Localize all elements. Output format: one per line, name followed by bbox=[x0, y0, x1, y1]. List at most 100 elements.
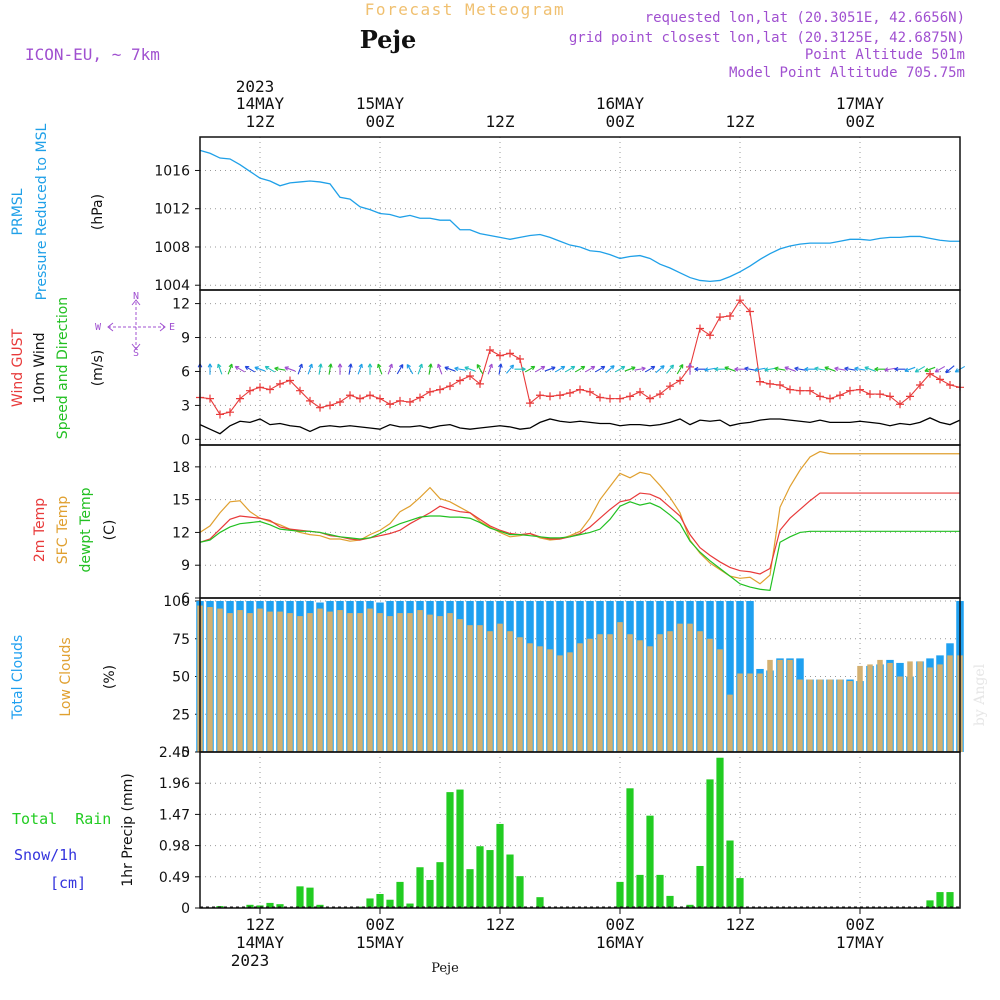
low-cloud-bar bbox=[667, 631, 673, 752]
low-cloud-bar bbox=[607, 634, 613, 752]
ytick-label: 1008 bbox=[154, 240, 190, 256]
ytick-label: 100 bbox=[163, 594, 190, 610]
snow-label: Snow/1h bbox=[14, 846, 77, 864]
wind-arrow bbox=[914, 365, 926, 373]
panel-wind: 0 3 6 9 12 bbox=[172, 289, 966, 448]
clouds-unit: (%) bbox=[102, 665, 118, 689]
gust-point bbox=[736, 296, 744, 305]
gust-point bbox=[306, 396, 314, 405]
low-cloud-bar bbox=[797, 679, 803, 752]
low-cloud-bar bbox=[897, 676, 903, 752]
low-cloud-bar bbox=[317, 608, 323, 752]
ytick-label: 0 bbox=[181, 745, 190, 761]
rain-bar bbox=[396, 881, 404, 908]
bottom-time-label: 12Z bbox=[486, 915, 515, 934]
ytick-label: 9 bbox=[181, 331, 190, 347]
wind-arrow bbox=[694, 366, 706, 372]
top-date-label: 17MAY bbox=[836, 94, 885, 113]
low-cloud-bar bbox=[647, 646, 653, 752]
low-cloud-bar bbox=[247, 613, 253, 752]
wind-arrow bbox=[367, 363, 373, 375]
gust-point bbox=[896, 400, 904, 409]
temp-dewpt-label: dewpt Temp bbox=[78, 487, 94, 572]
low-cloud-bar bbox=[287, 613, 293, 752]
gust-point bbox=[656, 390, 664, 399]
panel-frame bbox=[199, 136, 961, 291]
bottom-date-label: 17MAY bbox=[836, 933, 885, 952]
gust-point bbox=[876, 390, 884, 399]
rain-bar bbox=[416, 867, 424, 908]
low-cloud-bar bbox=[807, 679, 813, 752]
gust-point bbox=[556, 391, 564, 400]
gust-point bbox=[216, 410, 224, 419]
ytick-label: 15 bbox=[172, 493, 190, 509]
gust-point bbox=[596, 393, 604, 402]
rain-bar bbox=[486, 850, 494, 908]
gust-point bbox=[236, 394, 244, 403]
gust-point bbox=[666, 382, 674, 391]
rain-bar bbox=[636, 874, 644, 908]
low-cloud-bar bbox=[307, 613, 313, 752]
rain-bar bbox=[406, 903, 414, 908]
rain-bar bbox=[626, 788, 634, 908]
ytick-label: 3 bbox=[181, 398, 190, 414]
footer-location: Peje bbox=[431, 961, 459, 976]
low-cloud-bar bbox=[877, 659, 883, 752]
gust-point bbox=[256, 383, 264, 392]
wind-arrow bbox=[655, 365, 665, 374]
gust-label: Wind GUST bbox=[10, 328, 26, 407]
low-cloud-bar bbox=[337, 610, 343, 752]
gust-point bbox=[386, 400, 394, 409]
wind-arrow bbox=[284, 366, 296, 372]
panel-pressure: 1004 1008 1012 1016 bbox=[154, 136, 961, 294]
bottom-date-label: 14MAY bbox=[236, 933, 285, 952]
requested-coords: requested lon,lat (20.3051E, 42.6656N) bbox=[645, 10, 965, 26]
low-cloud-bar bbox=[707, 638, 713, 752]
gust-point bbox=[456, 376, 464, 385]
low-cloud-bar bbox=[727, 694, 733, 752]
low-cloud-bar bbox=[777, 659, 783, 752]
gust-point bbox=[816, 392, 824, 401]
gust-point bbox=[946, 381, 954, 390]
low-cloud-bar bbox=[277, 611, 283, 752]
wind-arrow bbox=[945, 365, 955, 374]
low-cloud-bar bbox=[787, 659, 793, 752]
low-cloud-bar bbox=[867, 664, 873, 752]
ytick-label: 9 bbox=[181, 558, 190, 574]
ytick-label: 50 bbox=[172, 670, 190, 686]
wind-arrow bbox=[254, 366, 266, 372]
compass-e: E bbox=[169, 322, 175, 333]
gust-point bbox=[476, 379, 484, 388]
low-cloud-bar bbox=[887, 662, 893, 752]
rain-bar bbox=[426, 879, 434, 908]
gust-point bbox=[526, 399, 534, 408]
gust-point bbox=[366, 391, 374, 400]
gust-point bbox=[676, 376, 684, 385]
ytick-label: 12 bbox=[172, 525, 190, 541]
gust-point bbox=[226, 408, 234, 417]
low-cloud-bar bbox=[547, 649, 553, 752]
low-cloud-bar bbox=[637, 640, 643, 752]
low-cloud-bar bbox=[577, 643, 583, 752]
gust-point bbox=[636, 387, 644, 396]
low-cloud-bar bbox=[227, 613, 233, 752]
gust-point bbox=[286, 376, 294, 385]
low-cloud-bar bbox=[367, 608, 373, 752]
low-cloud-bar bbox=[947, 655, 953, 752]
low-cloud-bar bbox=[557, 655, 563, 752]
gust-point bbox=[866, 390, 874, 399]
pressure-unit: (hPa) bbox=[90, 194, 106, 230]
bottom-time-label: 00Z bbox=[606, 915, 635, 934]
low-cloud-bar bbox=[477, 625, 483, 752]
wind-arrow bbox=[348, 363, 353, 375]
wind-arrow bbox=[634, 366, 646, 372]
rain-bar bbox=[296, 886, 304, 908]
gust-point bbox=[836, 391, 844, 400]
wind-arrow bbox=[814, 366, 826, 372]
low-cloud-bar bbox=[907, 661, 913, 752]
gust-point bbox=[756, 377, 764, 386]
compass-w: W bbox=[95, 322, 102, 333]
gust-point bbox=[626, 392, 634, 401]
rain-bar bbox=[386, 899, 394, 908]
wind-arrow bbox=[624, 366, 636, 372]
